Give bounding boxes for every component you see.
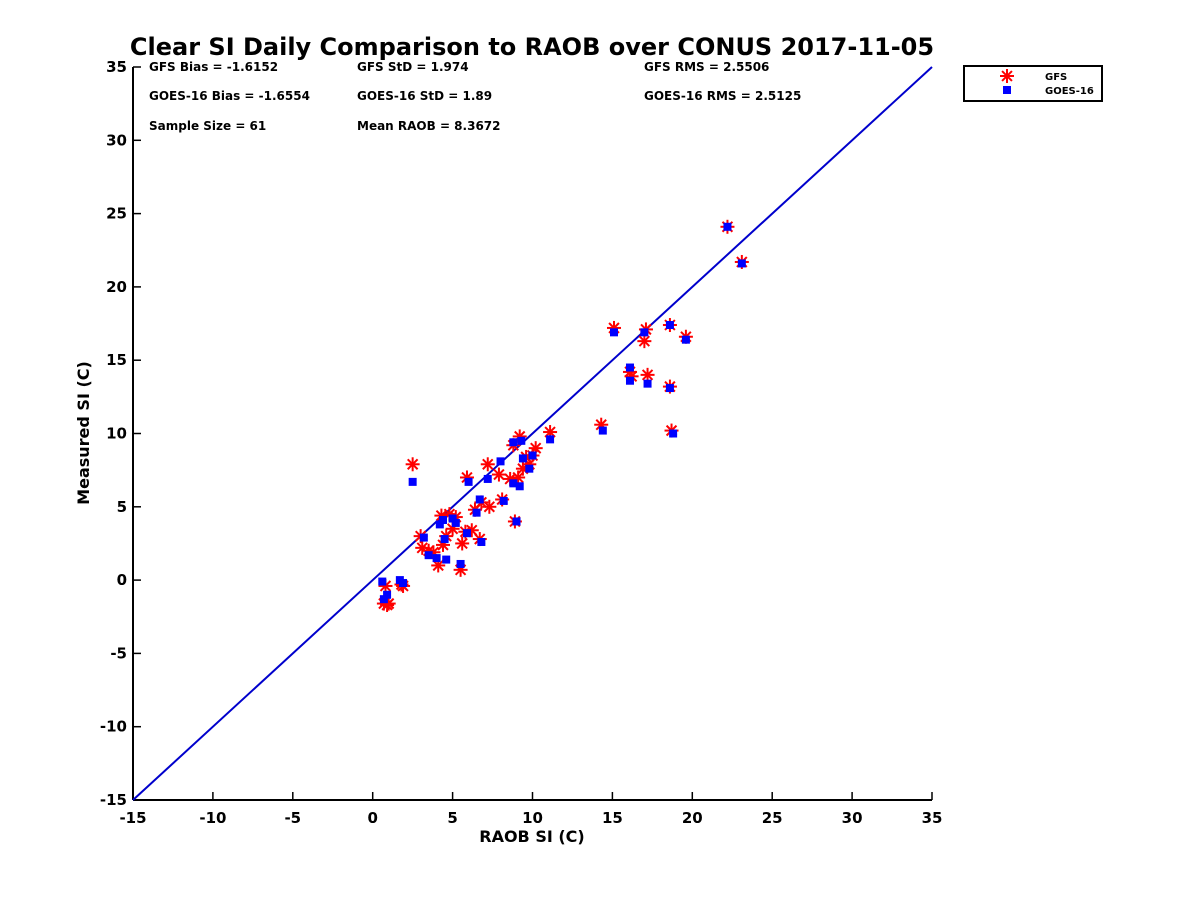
y-tick-label: 25 [106, 205, 127, 223]
x-tick-label: 5 [447, 809, 457, 827]
goes16-point [499, 496, 508, 505]
y-tick-label: -5 [110, 644, 127, 662]
gfs-point [405, 457, 420, 472]
gfs-point [455, 536, 470, 551]
goes16-point [451, 518, 460, 527]
x-tick-label: 30 [842, 809, 863, 827]
legend-box [963, 65, 1103, 102]
goes16-point [432, 554, 441, 563]
goes16-point [424, 551, 433, 560]
stat-annotation: Sample Size = 61 [149, 119, 266, 133]
goes16-point [528, 451, 537, 460]
goes16-point [440, 535, 449, 544]
stat-annotation: GFS StD = 1.974 [357, 60, 469, 74]
y-ticks: -15 -10 -5 0 5 10 15 20 25 30 35 [100, 58, 141, 809]
x-axis-label: RAOB SI (C) [479, 827, 584, 846]
goes16-point [442, 555, 451, 564]
y-tick-label: 0 [117, 571, 127, 589]
y-tick-label: 5 [117, 498, 127, 516]
goes16-point [681, 335, 690, 344]
x-tick-label: -15 [119, 809, 146, 827]
legend-gfs-marker [1000, 69, 1014, 83]
goes16-point [509, 438, 518, 447]
statistics-annotations: GFS Bias = -1.6152 GFS StD = 1.974 GFS RMS… [149, 60, 801, 133]
goes16-point [462, 529, 471, 538]
goes16-point [625, 363, 634, 372]
series-goes-16 [378, 222, 746, 604]
y-tick-label: 35 [106, 58, 127, 76]
x-tick-label: 15 [602, 809, 623, 827]
goes16-point [483, 474, 492, 483]
goes16-point [456, 559, 465, 568]
gfs-point [480, 457, 495, 472]
goes16-point [464, 477, 473, 486]
stat-annotation: GFS RMS = 2.5506 [644, 60, 769, 74]
gfs-point [381, 596, 396, 611]
goes16-point [625, 376, 634, 385]
goes16-point [518, 454, 527, 463]
x-tick-label: 10 [522, 809, 543, 827]
x-tick-label: 20 [682, 809, 703, 827]
one-to-one-line [132, 66, 933, 801]
stat-annotation: Mean RAOB = 8.3672 [357, 119, 501, 133]
x-tick-label: -10 [199, 809, 226, 827]
x-ticks: -15 -10 -5 0 5 10 15 20 25 30 35 [119, 792, 942, 827]
x-tick-label: -5 [284, 809, 301, 827]
legend: GFS GOES-16 [963, 65, 1103, 102]
chart-title: Clear SI Daily Comparison to RAOB over C… [130, 33, 934, 61]
stat-annotation: GOES-16 RMS = 2.5125 [644, 89, 801, 103]
legend-goes16-marker [1003, 86, 1011, 94]
goes16-point [475, 495, 484, 504]
data-points [376, 219, 749, 613]
goes16-point [665, 321, 674, 330]
y-tick-label: 10 [106, 425, 127, 443]
stat-annotation: GOES-16 StD = 1.89 [357, 89, 492, 103]
goes16-point [643, 379, 652, 388]
goes16-point [723, 222, 732, 231]
x-tick-label: 0 [367, 809, 377, 827]
gfs-point [482, 499, 497, 514]
goes16-point [379, 595, 388, 604]
goes16-point [737, 259, 746, 268]
goes16-point [419, 533, 428, 542]
goes16-point [517, 436, 526, 445]
goes16-point [512, 517, 521, 526]
legend-label: GFS [1045, 72, 1067, 83]
goes16-point [477, 537, 486, 546]
y-tick-label: 30 [106, 131, 127, 149]
goes16-point [435, 520, 444, 529]
goes16-point [408, 477, 417, 486]
y-tick-label: 15 [106, 351, 127, 369]
goes16-point [472, 508, 481, 517]
goes16-point [496, 457, 505, 466]
goes16-point [383, 590, 392, 599]
goes16-point [546, 435, 555, 444]
legend-label: GOES-16 [1045, 86, 1094, 97]
goes16-point [439, 515, 448, 524]
stat-annotation: GFS Bias = -1.6152 [149, 60, 278, 74]
goes16-point [669, 429, 678, 438]
goes16-point [448, 514, 457, 523]
goes16-point [598, 426, 607, 435]
series-gfs [376, 219, 749, 613]
gfs-point [491, 467, 506, 482]
x-tick-label: 35 [922, 809, 943, 827]
goes16-point [640, 328, 649, 337]
x-tick-label: 25 [762, 809, 783, 827]
goes16-point [665, 384, 674, 393]
gfs-point [640, 367, 655, 382]
goes16-point [378, 577, 387, 586]
y-axis-label: Measured SI (C) [74, 361, 93, 505]
goes16-point [525, 464, 534, 473]
y-tick-label: -15 [100, 791, 127, 809]
y-tick-label: -10 [100, 718, 127, 736]
goes16-point [515, 482, 524, 491]
stat-annotation: GOES-16 Bias = -1.6554 [149, 89, 310, 103]
goes16-point [609, 328, 618, 337]
goes16-point [399, 579, 408, 588]
y-tick-label: 20 [106, 278, 127, 296]
goes16-point [509, 479, 518, 488]
gfs-point [637, 334, 652, 349]
